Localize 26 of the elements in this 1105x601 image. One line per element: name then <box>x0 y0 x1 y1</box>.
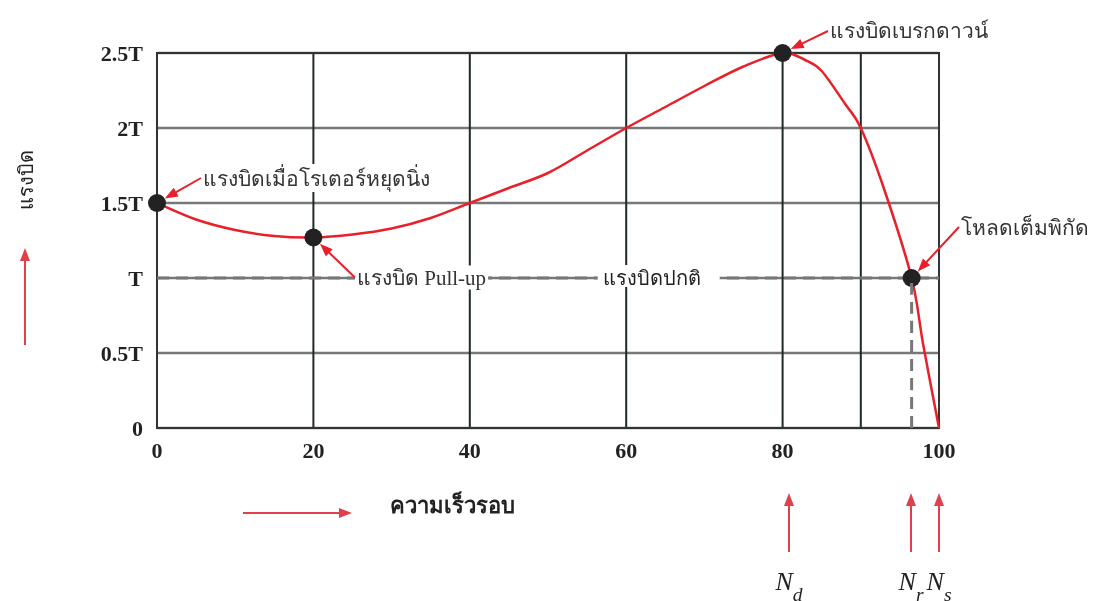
y-tick-label: 2.5T <box>100 41 144 66</box>
point <box>902 269 921 287</box>
x-tick-label: 20 <box>302 438 325 463</box>
x-tick-label: 80 <box>771 438 794 463</box>
y-axis-title: แรงบิด <box>15 150 37 210</box>
x-tick-label: 100 <box>922 438 956 463</box>
y-tick-label: T <box>128 266 144 291</box>
y-tick-label: 2T <box>117 116 144 141</box>
y-tick-label: 0.5T <box>100 341 144 366</box>
text: N$_{s}$ <box>925 567 952 601</box>
point <box>304 228 323 247</box>
x-axis-title: ความเร็วรอบ <box>390 491 515 518</box>
x-tick-label: 0 <box>151 438 163 463</box>
annotation: โหลดเต็มพิกัด <box>961 214 1089 240</box>
point <box>773 44 792 62</box>
annotation: แรงบิดเมื่อโรเตอร์หยุดนิ่ง <box>203 164 430 192</box>
annotation: แรงบิดเบรกดาวน์ <box>830 19 989 43</box>
y-tick-label: 0 <box>132 416 143 441</box>
ref-line-label: แรงบิดปกติ <box>602 267 701 289</box>
x-tick-label: 40 <box>458 438 481 463</box>
x-tick-label: 60 <box>615 438 638 463</box>
point <box>148 194 166 212</box>
text: N$_{d}$ <box>774 567 803 601</box>
text: N$_{r}$ <box>897 567 924 601</box>
annotation: แรงบิด Pull-up <box>357 265 487 290</box>
y-tick-label: 1.5T <box>100 191 144 216</box>
